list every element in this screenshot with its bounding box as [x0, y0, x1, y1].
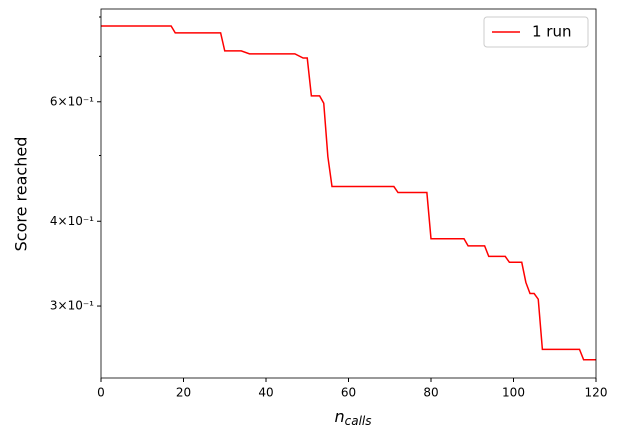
y-tick-label: 4×10⁻¹ [50, 214, 94, 228]
x-tick-label: 80 [423, 386, 438, 400]
x-tick-label: 120 [585, 386, 608, 400]
y-axis-label: Score reached [12, 137, 31, 252]
y-tick-label: 3×10⁻¹ [50, 299, 94, 313]
x-axis-label: ncalls [334, 407, 371, 428]
y-tick-label: 6×10⁻¹ [50, 94, 94, 108]
x-axis-label-sub: calls [345, 414, 372, 428]
x-tick-label: 100 [502, 386, 525, 400]
line [101, 25, 596, 361]
plot-frame [100, 8, 597, 379]
x-tick-label: 20 [176, 386, 191, 400]
x-tick-label: 0 [97, 386, 105, 400]
x-axis-label-main: n [334, 407, 344, 426]
legend-label: 1 run [532, 23, 572, 41]
x-tick-label: 60 [341, 386, 356, 400]
legend-box [483, 16, 589, 48]
x-tick-label: 40 [258, 386, 273, 400]
